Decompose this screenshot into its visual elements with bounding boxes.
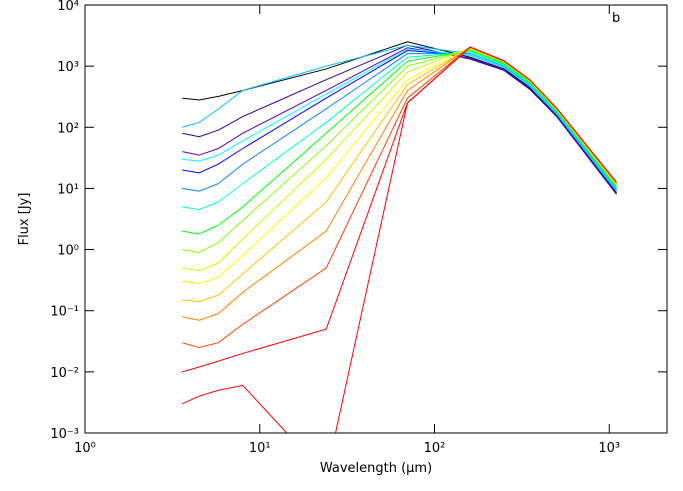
y-tick-label: 10³: [57, 60, 79, 75]
y-tick-label: 10¹: [57, 182, 79, 197]
sed-line: [182, 46, 617, 349]
y-tick-label: 10²: [57, 121, 79, 136]
x-tick-label: 10¹: [249, 441, 271, 456]
sed-line: [182, 47, 617, 194]
sed-line: [182, 51, 617, 211]
annotation: b: [612, 11, 620, 26]
y-tick-label: 10⁰: [57, 244, 79, 259]
sed-line: [182, 48, 617, 192]
y-axis-label: Flux [Jy]: [17, 193, 32, 246]
y-tick-label: 10⁻¹: [50, 305, 79, 320]
sed-line: [182, 48, 617, 253]
sed-line: [182, 50, 617, 192]
sed-line: [182, 41, 617, 194]
x-axis-label: Wavelength (μm): [320, 461, 432, 476]
sed-line: [182, 50, 617, 235]
sed-line: [182, 44, 617, 195]
x-tick-label: 10³: [598, 441, 620, 456]
x-tick-label: 10²: [424, 441, 446, 456]
y-tick-label: 10⁻³: [50, 427, 79, 442]
sed-line: [182, 44, 617, 191]
sed-line: [182, 47, 617, 303]
plot-frame: [84, 4, 668, 434]
y-tick-label: 10⁴: [57, 0, 79, 14]
x-tick-label: 10⁰: [74, 441, 96, 456]
sed-line: [182, 47, 617, 272]
sed-line: [182, 46, 617, 321]
plot-lines: [182, 41, 617, 433]
y-tick-label: 10⁻²: [50, 366, 79, 381]
sed-line: [182, 47, 617, 284]
sed-line: [182, 46, 617, 433]
